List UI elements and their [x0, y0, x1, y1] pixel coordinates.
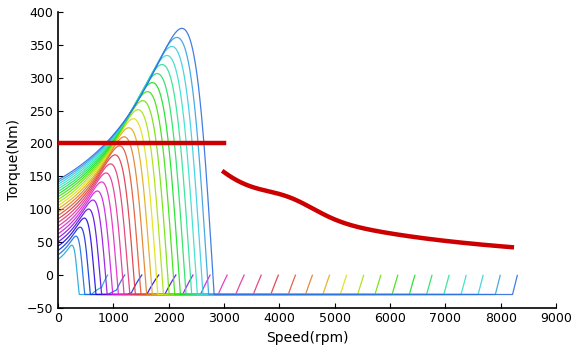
X-axis label: Speed(rpm): Speed(rpm): [266, 331, 348, 345]
Y-axis label: Torque(Nm): Torque(Nm): [7, 119, 21, 200]
